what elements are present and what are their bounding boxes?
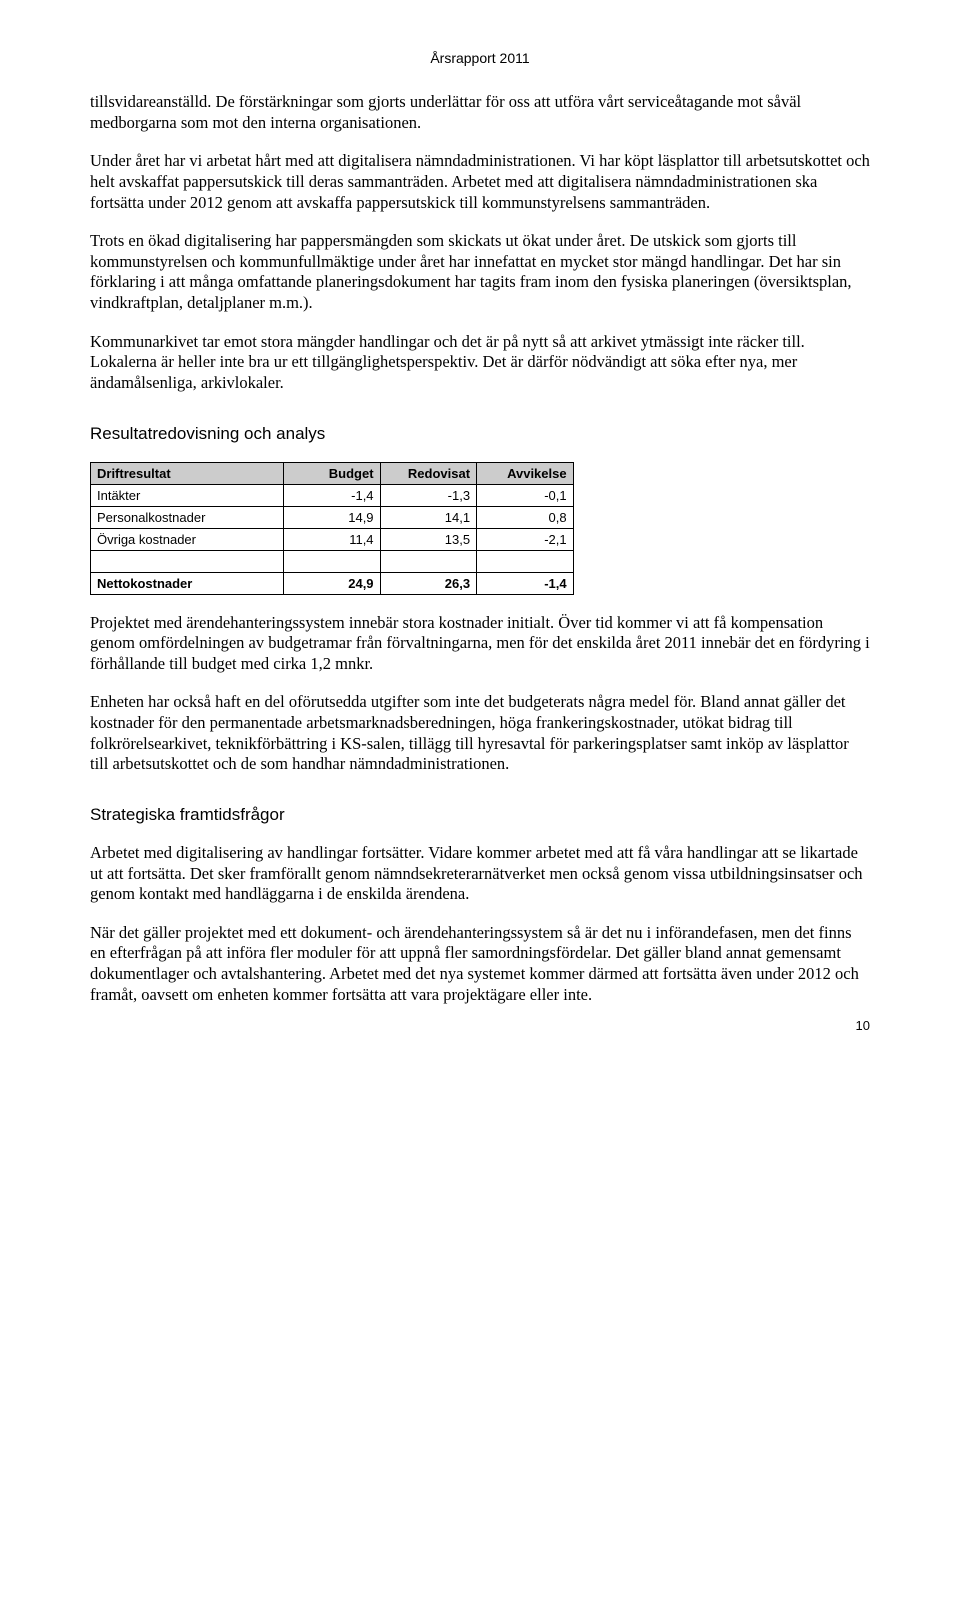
table-cell: 14,1 (380, 506, 477, 528)
page-number: 10 (856, 1018, 870, 1033)
table-cell: 14,9 (284, 506, 381, 528)
table-header-cell: Redovisat (380, 462, 477, 484)
table-row: Intäkter -1,4 -1,3 -0,1 (91, 484, 574, 506)
body-text-block: Projektet med ärendehanteringssystem inn… (90, 613, 870, 775)
table-header-row: Driftresultat Budget Redovisat Avvikelse (91, 462, 574, 484)
table-cell: 13,5 (380, 528, 477, 550)
table-cell-empty (380, 550, 477, 572)
paragraph: Arbetet med digitalisering av handlingar… (90, 843, 870, 905)
table-cell: -1,4 (284, 484, 381, 506)
table-cell-empty (477, 550, 574, 572)
table-cell-label: Intäkter (91, 484, 284, 506)
paragraph: Enheten har också haft en del oförutsedd… (90, 692, 870, 775)
body-text-block: Arbetet med digitalisering av handlingar… (90, 843, 870, 1005)
table-cell: -1,3 (380, 484, 477, 506)
table-cell: -0,1 (477, 484, 574, 506)
table-header-cell: Budget (284, 462, 381, 484)
table-cell: -2,1 (477, 528, 574, 550)
paragraph: Kommunarkivet tar emot stora mängder han… (90, 332, 870, 394)
table-cell-label: Personalkostnader (91, 506, 284, 528)
table-cell: 0,8 (477, 506, 574, 528)
paragraph: När det gäller projektet med ett dokumen… (90, 923, 870, 1006)
table-row: Personalkostnader 14,9 14,1 0,8 (91, 506, 574, 528)
section-heading-resultat: Resultatredovisning och analys (90, 424, 870, 444)
paragraph: Trots en ökad digitalisering har pappers… (90, 231, 870, 314)
table-empty-row (91, 550, 574, 572)
table-cell: 26,3 (380, 572, 477, 594)
table-cell-label: Övriga kostnader (91, 528, 284, 550)
section-heading-strategi: Strategiska framtidsfrågor (90, 805, 870, 825)
table-cell: -1,4 (477, 572, 574, 594)
table-cell-empty (91, 550, 284, 572)
table-cell-empty (284, 550, 381, 572)
table-cell-label: Nettokostnader (91, 572, 284, 594)
page-header-title: Årsrapport 2011 (90, 50, 870, 66)
table-row: Övriga kostnader 11,4 13,5 -2,1 (91, 528, 574, 550)
driftresultat-table: Driftresultat Budget Redovisat Avvikelse… (90, 462, 574, 595)
table-header-cell: Driftresultat (91, 462, 284, 484)
body-text-block: tillsvidareanställd. De förstärkningar s… (90, 92, 870, 394)
table-netto-row: Nettokostnader 24,9 26,3 -1,4 (91, 572, 574, 594)
table-cell: 24,9 (284, 572, 381, 594)
paragraph: Under året har vi arbetat hårt med att d… (90, 151, 870, 213)
paragraph: Projektet med ärendehanteringssystem inn… (90, 613, 870, 675)
table-header-cell: Avvikelse (477, 462, 574, 484)
paragraph: tillsvidareanställd. De förstärkningar s… (90, 92, 870, 133)
table-cell: 11,4 (284, 528, 381, 550)
